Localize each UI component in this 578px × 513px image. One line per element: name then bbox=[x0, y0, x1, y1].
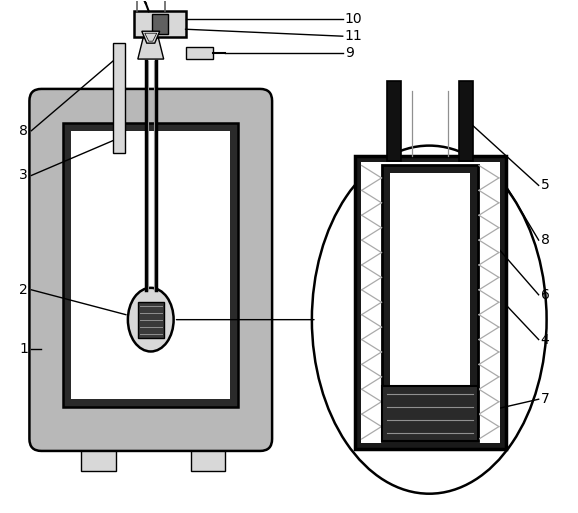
Bar bbox=[63, 123, 238, 407]
Text: 7: 7 bbox=[540, 392, 549, 406]
Ellipse shape bbox=[128, 288, 173, 351]
Text: 10: 10 bbox=[344, 12, 362, 26]
Bar bbox=[71, 131, 230, 399]
Text: 8: 8 bbox=[540, 233, 550, 247]
Bar bbox=[134, 11, 186, 37]
Text: 9: 9 bbox=[344, 46, 354, 60]
Polygon shape bbox=[142, 31, 160, 43]
Bar bbox=[113, 43, 125, 152]
Bar bbox=[191, 451, 225, 471]
Bar bbox=[81, 451, 116, 471]
Bar bbox=[391, 173, 470, 439]
Text: 1: 1 bbox=[19, 343, 28, 357]
Text: 11: 11 bbox=[344, 29, 362, 43]
Text: 2: 2 bbox=[19, 283, 28, 297]
Polygon shape bbox=[138, 31, 164, 59]
Bar bbox=[361, 162, 500, 443]
FancyBboxPatch shape bbox=[29, 89, 272, 451]
Bar bbox=[152, 14, 168, 34]
Text: 6: 6 bbox=[540, 288, 550, 302]
Bar bbox=[387, 81, 401, 161]
Text: 5: 5 bbox=[540, 179, 549, 192]
Bar bbox=[355, 155, 506, 449]
Ellipse shape bbox=[312, 146, 547, 494]
Bar bbox=[459, 81, 473, 161]
Polygon shape bbox=[144, 33, 157, 41]
Bar bbox=[186, 47, 213, 59]
Text: 4: 4 bbox=[540, 332, 549, 347]
Bar bbox=[138, 302, 164, 338]
Bar bbox=[383, 166, 478, 441]
Text: 8: 8 bbox=[19, 124, 28, 137]
Text: 3: 3 bbox=[19, 168, 28, 183]
Bar bbox=[383, 386, 478, 441]
